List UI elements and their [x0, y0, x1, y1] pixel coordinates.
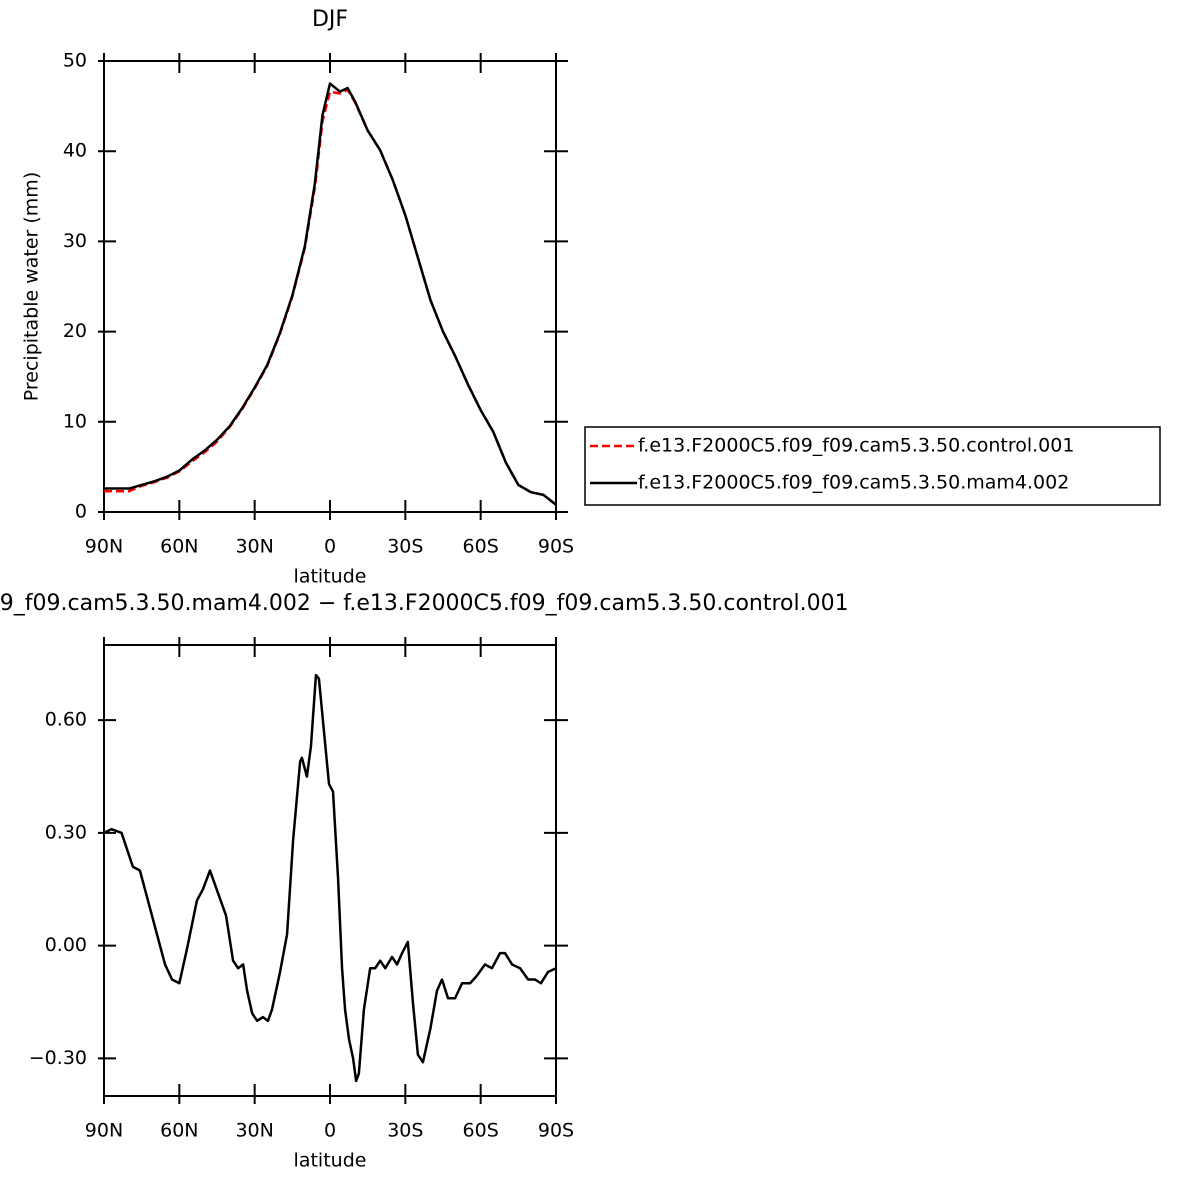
data-line: [103, 673, 557, 1083]
legend-label: f.e13.F2000C5.f09_f09.cam5.3.50.control.…: [638, 435, 1074, 457]
y-tick-label: 0.00: [45, 934, 87, 956]
x-tick-label: 90S: [538, 536, 574, 558]
x-tick-label: 30S: [387, 1120, 423, 1142]
chart-title: f.e13.F2000C5.f09_f09.cam5.3.50.mam4.002…: [0, 591, 849, 616]
x-tick-label: 60S: [463, 536, 499, 558]
x-tick-label: 30S: [387, 536, 423, 558]
x-axis-label: latitude: [294, 566, 367, 588]
y-tick-label: 0.30: [45, 821, 87, 843]
x-tick-label: 0: [324, 1120, 336, 1142]
plot-frame: [103, 60, 557, 513]
y-tick-label: 0: [75, 501, 87, 523]
x-tick-label: 30N: [235, 536, 273, 558]
y-tick-label: −0.30: [29, 1047, 87, 1069]
y-tick-label: 20: [63, 320, 87, 342]
x-axis-label: latitude: [294, 1150, 367, 1172]
legend-box: [584, 426, 1161, 506]
y-axis-label: Precipitable water (mm): [21, 172, 43, 401]
x-tick-label: 0: [324, 536, 336, 558]
x-tick-label: 90N: [85, 1120, 123, 1142]
y-tick-label: 30: [63, 230, 87, 252]
y-tick-label: 50: [63, 50, 87, 72]
x-tick-label: 30N: [235, 1120, 273, 1142]
x-tick-label: 60N: [160, 536, 198, 558]
x-tick-label: 90S: [538, 1120, 574, 1142]
legend-label: f.e13.F2000C5.f09_f09.cam5.3.50.mam4.002: [638, 472, 1069, 494]
data-line: [104, 82, 557, 506]
y-tick-label: 10: [63, 410, 87, 432]
y-tick-label: 40: [63, 140, 87, 162]
x-tick-label: 60S: [463, 1120, 499, 1142]
x-tick-label: 60N: [160, 1120, 198, 1142]
data-line: [104, 88, 557, 506]
y-tick-label: 0.60: [45, 709, 87, 731]
plot-frame: [103, 644, 557, 1097]
x-tick-label: 90N: [85, 536, 123, 558]
chart-title: DJF: [312, 7, 348, 32]
